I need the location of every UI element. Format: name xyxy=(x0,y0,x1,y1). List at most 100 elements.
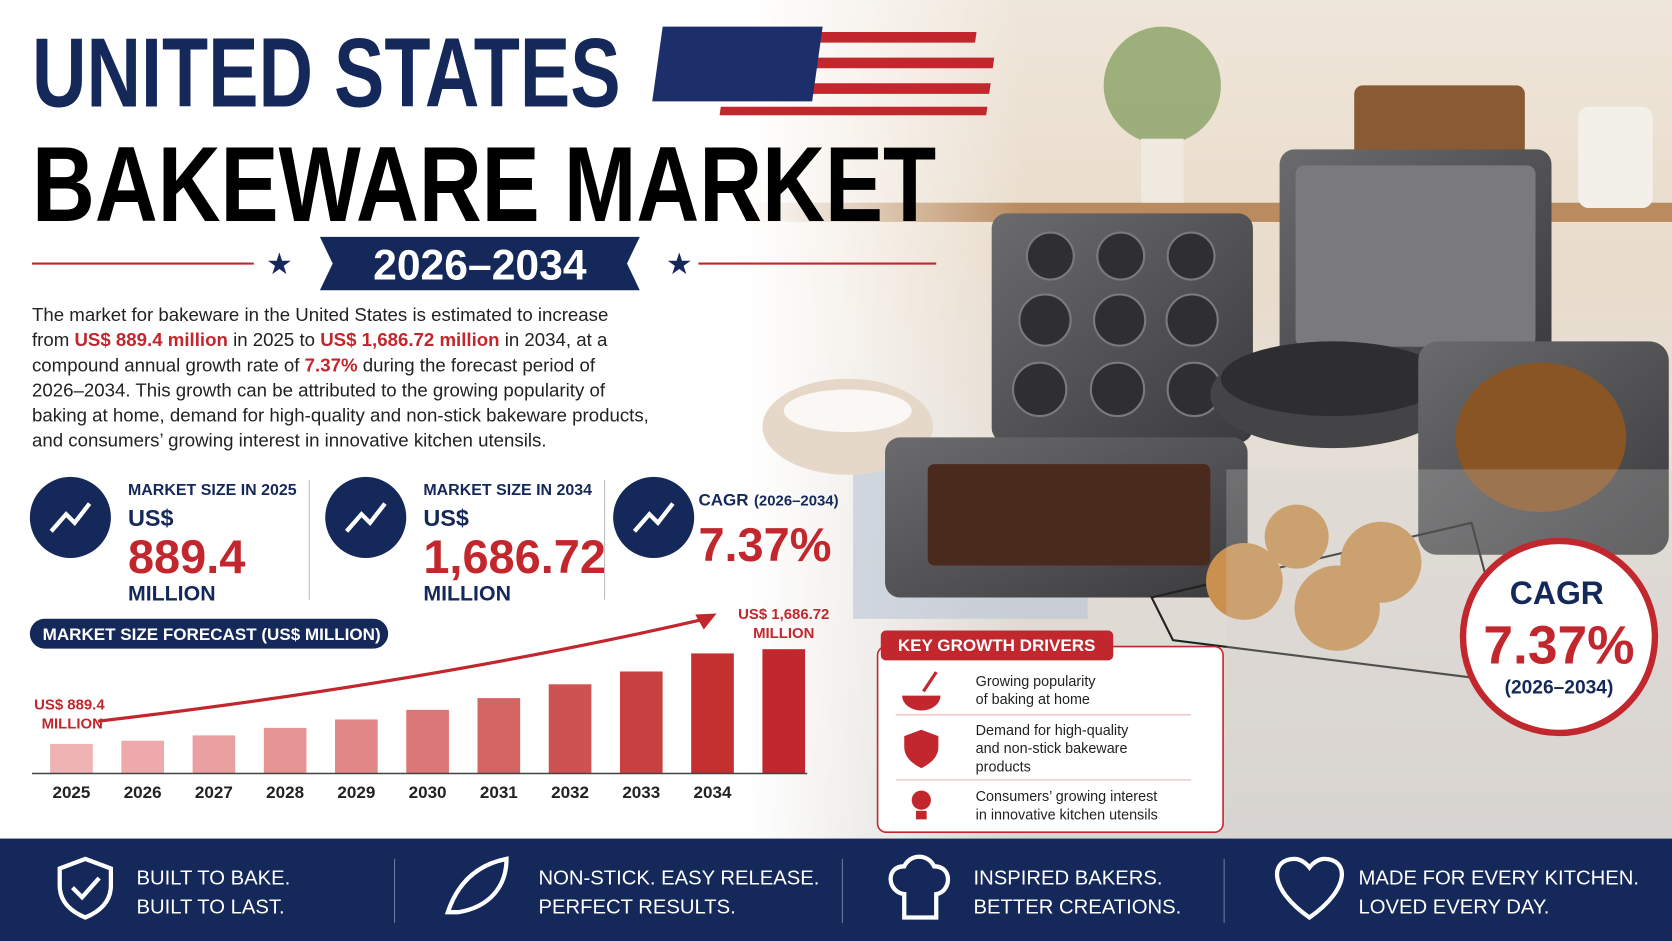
footer-text: LOVED EVERY DAY. xyxy=(1359,896,1550,918)
footer-dividers xyxy=(394,858,1225,923)
stat-value: 7.37% xyxy=(698,519,831,571)
intro-line: from US$ 889.4 million in 2025 to US$ 1,… xyxy=(32,329,608,350)
x-tick-label: 2034 xyxy=(694,783,732,802)
cagr-badge-value: 7.37% xyxy=(1483,617,1634,676)
intro-segment: compound annual growth rate of xyxy=(32,354,305,375)
footer-text: BUILT TO LAST. xyxy=(136,896,284,918)
cagr-badge xyxy=(1459,537,1659,737)
x-tick-label: 2026 xyxy=(124,783,162,802)
driver-text: of baking at home xyxy=(976,692,1090,708)
stat-icon-arrow xyxy=(344,502,387,533)
x-tick-label: 2031 xyxy=(480,783,518,802)
drivers: Growing popularity of baking at home Deman… xyxy=(895,674,1192,823)
stat-value: 889.4 xyxy=(128,531,245,583)
intro-segment: The market for bakeware in the United St… xyxy=(32,304,608,325)
x-tick-label: 2032 xyxy=(551,783,589,802)
footer-icons xyxy=(57,854,1344,921)
stat-label: CAGR (2026–2034) xyxy=(698,491,838,510)
annotation: US$ 889.4 xyxy=(34,696,105,713)
annotation: MILLION xyxy=(753,625,814,642)
stat-label-period: (2026–2034) xyxy=(754,493,839,510)
star: ★ xyxy=(266,248,293,281)
drivers-title: KEY GROWTH DRIVERS xyxy=(898,636,1096,655)
intro-segment: baking at home, demand for high-quality … xyxy=(32,404,649,425)
footer-text: BUILT TO BAKE. BUILT TO LAST. NON-STICK. E… xyxy=(136,867,1638,918)
trend-arrow xyxy=(97,617,707,723)
intro-line: compound annual growth rate of 7.37% dur… xyxy=(32,354,596,375)
star: ★ xyxy=(666,248,693,281)
intro-line: baking at home, demand for high-quality … xyxy=(32,404,649,425)
bar xyxy=(762,649,806,774)
driver-text: Consumers’ growing interest xyxy=(976,789,1158,805)
bar xyxy=(50,743,93,774)
stats: MARKET SIZE IN 2025US$889.4MILLIONMARKET… xyxy=(29,476,839,606)
footer xyxy=(0,838,1672,941)
x-tick-label: 2033 xyxy=(622,783,660,802)
annotation: US$ 1,686.72 xyxy=(738,606,829,623)
intro-line: 2026–2034. This growth can be attributed… xyxy=(32,379,606,400)
footer-text: MADE FOR EVERY KITCHEN. xyxy=(1359,867,1639,889)
title-line1: UNITED STATES xyxy=(32,18,621,128)
footer-text: NON-STICK. EASY RELEASE. xyxy=(538,867,819,889)
driver-text: Demand for high-quality xyxy=(976,723,1129,739)
intro-segment: 2026–2034. This growth can be attributed… xyxy=(32,379,606,400)
intro-segment: during the forecast period of xyxy=(358,354,596,375)
flag xyxy=(652,26,995,116)
intro-segment: in 2025 to xyxy=(228,329,320,350)
stat-unit: MILLION xyxy=(128,582,216,606)
bar xyxy=(548,684,592,774)
footer-text: BETTER CREATIONS. xyxy=(974,896,1182,918)
chart: 2025 2026 2027 2028 2029 2030 2031 2032 2033 2034… xyxy=(31,606,829,802)
bar xyxy=(406,709,449,774)
muffin-pan xyxy=(991,213,1253,443)
intro-segment: from xyxy=(32,329,74,350)
driver-text: and non-stick bakeware xyxy=(976,741,1128,757)
stat-prefix: US$ xyxy=(423,505,469,531)
stat-label-main: CAGR xyxy=(698,491,748,510)
intro-segment: US$ 1,686.72 million xyxy=(320,329,499,350)
x-tick-label: 2029 xyxy=(337,783,375,802)
stat-value: 1,686.72 xyxy=(423,531,606,583)
x-tick-label: 2025 xyxy=(52,783,90,802)
intro-segment: 7.37% xyxy=(305,354,358,375)
cagr-badge-period: (2026–2034) xyxy=(1505,677,1614,698)
x-tick-label: 2030 xyxy=(409,783,447,802)
bar xyxy=(619,671,663,774)
stat-label: MARKET SIZE IN 2034 xyxy=(423,482,592,499)
intro-text: The market for bakeware in the United St… xyxy=(32,304,649,450)
x-tick-label: 2027 xyxy=(195,783,233,802)
intro-segment: in 2034, at a xyxy=(500,329,608,350)
drivers-title-pill xyxy=(880,630,1114,661)
x-tick-label: 2028 xyxy=(266,783,304,802)
bar xyxy=(192,735,236,774)
annotation: MILLION xyxy=(42,716,103,733)
bar xyxy=(335,719,378,774)
trend-arrowhead xyxy=(695,613,717,630)
driver-text: Growing popularity xyxy=(976,674,1097,690)
stat-label: MARKET SIZE IN 2025 xyxy=(128,482,297,499)
driver-text: in innovative kitchen utensils xyxy=(976,807,1158,823)
driver-icons xyxy=(902,671,941,820)
bar xyxy=(263,727,307,774)
stat-prefix: US$ xyxy=(128,505,174,531)
footer-text: PERFECT RESULTS. xyxy=(538,896,735,918)
driver-text: products xyxy=(976,759,1031,775)
bar xyxy=(477,698,521,774)
title-line2: BAKEWARE MARKET xyxy=(32,124,936,244)
intro-segment: US$ 889.4 million xyxy=(74,329,227,350)
chart-title-pill xyxy=(29,618,389,649)
footer-text: INSPIRED BAKERS. xyxy=(974,867,1163,889)
cagr-badge-label: CAGR xyxy=(1510,575,1604,611)
stat-icon-arrow xyxy=(49,502,92,533)
cookies xyxy=(1206,504,1422,651)
stat-icon-arrow xyxy=(632,502,675,533)
intro-segment: and consumers’ growing interest in innov… xyxy=(32,429,547,450)
intro-line: The market for bakeware in the United St… xyxy=(32,304,608,325)
period-ribbon xyxy=(319,236,640,291)
intro-line: and consumers’ growing interest in innov… xyxy=(32,429,547,450)
footer-text: BUILT TO BAKE. xyxy=(136,867,290,889)
chart-title: MARKET SIZE FORECAST (US$ MILLION) xyxy=(43,625,381,644)
bar xyxy=(121,740,165,774)
bar xyxy=(691,653,734,774)
